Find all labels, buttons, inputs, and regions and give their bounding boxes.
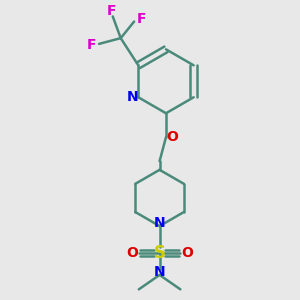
- Text: F: F: [106, 4, 116, 18]
- Text: F: F: [136, 12, 146, 26]
- Text: O: O: [127, 246, 138, 260]
- Text: S: S: [154, 244, 166, 262]
- Text: O: O: [181, 246, 193, 260]
- Text: N: N: [127, 90, 138, 104]
- Text: F: F: [87, 38, 97, 52]
- Text: N: N: [154, 216, 165, 230]
- Text: N: N: [154, 266, 165, 279]
- Text: O: O: [166, 130, 178, 144]
